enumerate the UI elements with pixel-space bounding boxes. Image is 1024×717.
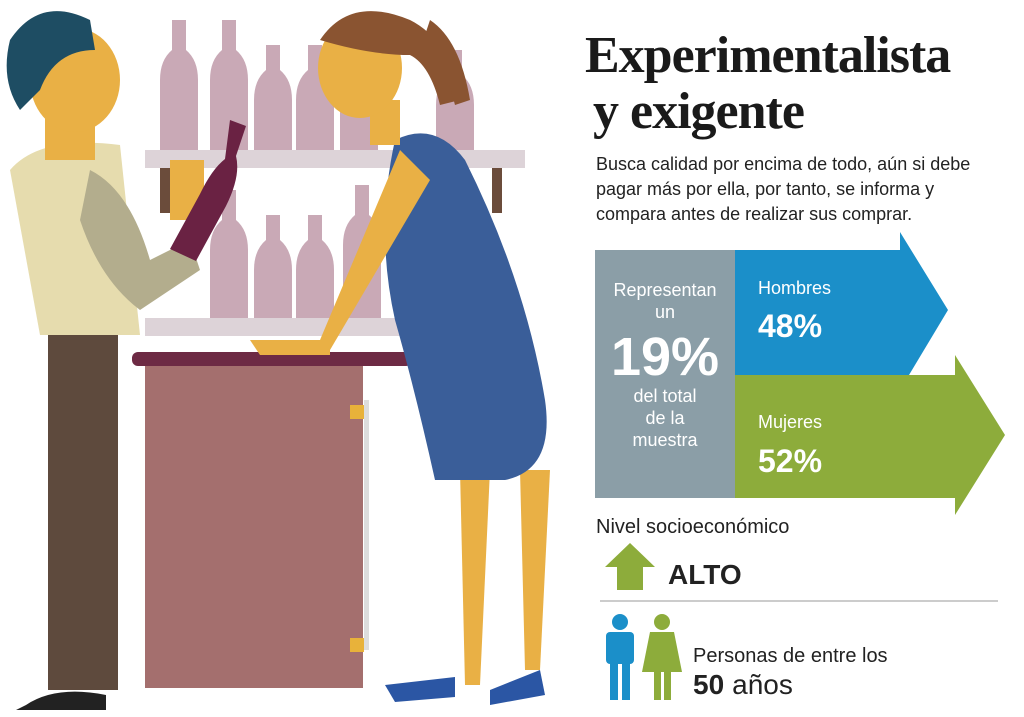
man — [6, 11, 204, 710]
bottle — [170, 120, 246, 261]
woman-icon — [642, 614, 682, 700]
hinge — [350, 638, 364, 652]
counter-top — [132, 352, 412, 366]
men-arrow — [735, 232, 948, 390]
women-percent: 52% — [758, 443, 822, 479]
illustration — [6, 11, 550, 710]
women-arrow — [735, 355, 1005, 515]
sample-text: un — [655, 302, 675, 322]
sample-text: del total — [633, 386, 696, 406]
up-icon — [605, 543, 655, 590]
description-line: Busca calidad por encima de todo, aún si… — [596, 154, 970, 174]
men-percent: 48% — [758, 308, 822, 344]
shelf — [145, 318, 425, 336]
description-line: compara antes de realizar sus comprar. — [596, 204, 912, 224]
counter — [145, 366, 363, 688]
sample-percent: 19% — [611, 327, 719, 387]
bracket — [160, 168, 170, 213]
hinge — [350, 405, 364, 419]
description-line: pagar más por ella, por tanto, se inform… — [596, 179, 934, 199]
door-edge — [364, 400, 369, 650]
title-line: Experimentalista — [585, 27, 951, 84]
sample-box — [595, 250, 735, 498]
title-line: y exigente — [593, 83, 804, 140]
woman — [250, 11, 550, 705]
men-label: Hombres — [758, 278, 831, 298]
age-number: 50 — [693, 669, 724, 700]
level-value: ALTO — [668, 559, 742, 590]
level-label: Nivel socioeconómico — [596, 516, 789, 538]
age-value: 50 años — [693, 669, 793, 700]
age-text: Personas de entre los — [693, 645, 888, 667]
sample-text: Representan — [613, 280, 716, 300]
man-icon — [606, 614, 634, 700]
age-unit: años — [732, 669, 793, 700]
sample-text: de la — [645, 408, 685, 428]
bracket — [492, 168, 502, 213]
women-label: Mujeres — [758, 412, 822, 432]
sample-text: muestra — [632, 430, 698, 450]
